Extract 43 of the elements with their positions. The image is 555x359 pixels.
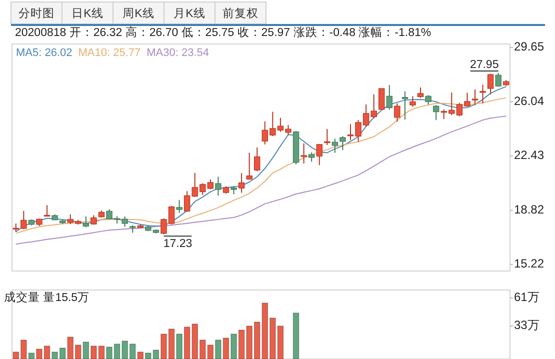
y-tick-label: 61万 (514, 290, 540, 304)
candlestick (480, 84, 486, 104)
candlestick (324, 128, 330, 146)
candlestick (44, 204, 50, 217)
text: MA5: 26.02 (16, 46, 72, 59)
y-tick-label: 22.43 (514, 148, 544, 162)
text: MA10: 25.77 (78, 46, 141, 59)
candlestick (238, 172, 245, 194)
candlestick (432, 104, 440, 121)
candlestick (316, 144, 322, 166)
candlestick (340, 136, 346, 151)
candlestick (425, 94, 432, 105)
candlestick (378, 88, 385, 111)
text: 前复权 (222, 7, 258, 20)
candlestick (472, 88, 478, 106)
candlestick (254, 146, 260, 172)
text: 月K线 (174, 7, 206, 20)
candlestick (176, 200, 182, 214)
candlestick (394, 102, 400, 122)
chart-title: 成交量 量15.5万 (4, 290, 90, 304)
chart-subtitle: 20200818 开：26.32 高：26.70 低：25.75 收：25.97 涨跌：-0.48 涨幅：-1.81% (15, 25, 432, 39)
text: MA30: 23.54 (146, 46, 210, 59)
candlestick (332, 138, 338, 154)
text: 周K线 (122, 7, 154, 20)
candlestick (410, 96, 416, 108)
candlestick (386, 84, 392, 110)
bar (292, 312, 300, 359)
candlestick (215, 176, 222, 196)
candlestick (495, 72, 502, 88)
y-tick-label: 26.04 (514, 94, 544, 108)
candlestick (82, 216, 90, 228)
candlestick (402, 90, 408, 120)
candlestick (487, 73, 494, 95)
candlestick (417, 86, 424, 98)
y-tick-label: 15.22 (514, 256, 544, 271)
y-tick-label: 18.82 (514, 202, 544, 216)
y-tick-label: 33万 (514, 318, 540, 332)
candlestick (308, 152, 315, 162)
candlestick (300, 142, 307, 164)
text: 分时图 (18, 7, 54, 20)
y-tick-label: 29.65 (514, 40, 544, 54)
candlestick (246, 152, 252, 180)
text: 日K线 (72, 7, 104, 20)
